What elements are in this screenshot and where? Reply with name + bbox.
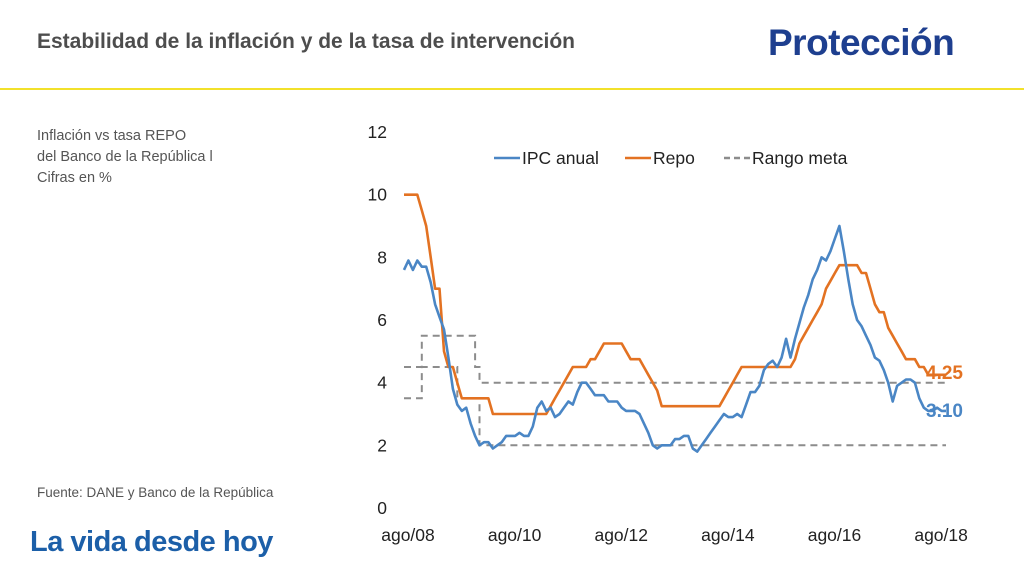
series-ipc-anual	[402, 224, 946, 453]
x-tick-label: ago/10	[488, 525, 542, 545]
x-tick-label: ago/08	[381, 525, 435, 545]
y-tick-label: 6	[377, 310, 387, 330]
legend-label: Rango meta	[752, 148, 848, 168]
chart-description: Inflación vs tasa REPO del Banco de la R…	[37, 128, 213, 186]
tagline: La vida desde hoy	[30, 526, 273, 558]
x-tick-label: ago/18	[914, 525, 968, 545]
header-divider	[0, 88, 1024, 90]
series-repo	[404, 193, 946, 416]
end-value-label: 3.10	[926, 401, 963, 422]
y-tick-label: 0	[377, 498, 387, 518]
y-tick-label: 4	[377, 373, 387, 393]
y-tick-label: 10	[368, 185, 388, 205]
brand-logo: Protección	[768, 22, 955, 63]
x-tick-label: ago/12	[594, 525, 648, 545]
legend-label: Repo	[653, 148, 695, 168]
source-note: Fuente: DANE y Banco de la República	[37, 485, 274, 500]
x-tick-label: ago/14	[701, 525, 755, 545]
y-tick-label: 8	[377, 247, 387, 267]
y-tick-label: 2	[377, 435, 387, 455]
y-tick-label: 12	[368, 122, 387, 142]
legend-label: IPC anual	[522, 148, 599, 168]
x-tick-label: ago/16	[808, 525, 862, 545]
end-value-label: 4.25	[926, 363, 963, 384]
slide-title: Estabilidad de la inflación y de la tasa…	[37, 30, 575, 53]
series-rango-meta-upper	[404, 334, 946, 384]
